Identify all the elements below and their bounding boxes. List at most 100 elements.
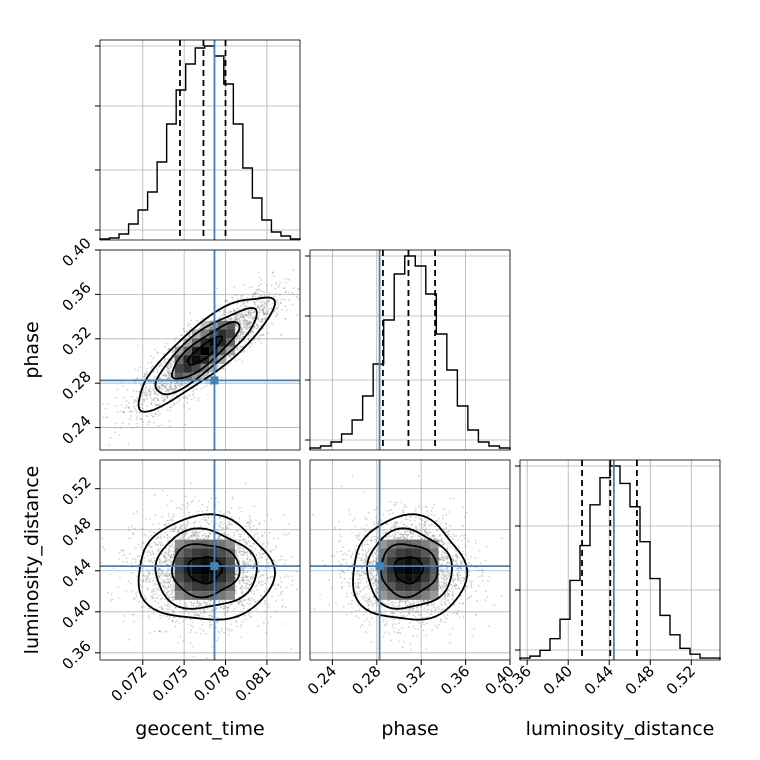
scatter-point [263,306,266,308]
scatter-point [230,516,233,518]
scatter-point [255,553,258,556]
scatter-point [219,526,222,529]
scatter-point [170,359,173,362]
scatter-point [237,547,240,550]
scatter-point [248,286,251,289]
scatter-point [223,309,226,312]
scatter-point [250,321,252,324]
scatter-point [234,323,237,326]
scatter-point [181,384,184,387]
scatter-point [295,314,298,317]
scatter-point [150,413,153,416]
scatter-point [227,510,230,513]
scatter-point [169,585,172,587]
scatter-point [262,311,265,314]
scatter-point [168,388,171,391]
scatter-point [223,607,226,610]
scatter-point [201,510,203,512]
scatter-point [248,545,251,548]
scatter-point [240,312,243,314]
scatter-point [191,610,193,612]
scatter-point [258,570,261,573]
scatter-point [102,403,105,406]
scatter-point [232,309,235,312]
scatter-point [172,372,175,375]
scatter-point [205,535,208,538]
scatter-point [235,338,238,341]
scatter-point [261,300,264,303]
scatter-point [164,532,167,534]
scatter-point [223,532,226,534]
scatter-point [157,588,160,591]
scatter-point [251,317,254,320]
scatter-point [256,289,259,292]
scatter-point [133,368,136,371]
scatter-point [167,571,169,574]
scatter-point [263,601,266,604]
scatter-point [224,534,227,536]
scatter-point [164,385,166,388]
scatter-point [167,371,170,373]
scatter-point [176,381,178,384]
scatter-point [264,317,267,320]
scatter-point [201,503,204,506]
scatter-point [256,324,258,327]
scatter-point [271,595,274,598]
scatter-point [186,520,189,522]
scatter-point [261,317,264,320]
scatter-point [141,527,144,530]
scatter-point [267,603,270,606]
scatter-point [144,578,147,581]
scatter-point [250,529,252,532]
scatter-point [349,593,351,595]
scatter-point [238,358,241,361]
scatter-point [223,513,226,516]
scatter-point [242,554,245,557]
scatter-point [136,591,139,593]
scatter-point [168,581,170,584]
scatter-point [159,630,161,632]
scatter-point [177,530,180,532]
scatter-point [133,405,136,408]
scatter-point [251,295,254,298]
scatter-point [200,387,203,390]
scatter-point [166,409,169,412]
scatter-point [275,572,278,575]
scatter-point [190,624,193,627]
scatter-point [245,327,248,330]
scatter-point [166,377,169,380]
scatter-point [149,632,152,634]
scatter-point [149,385,151,388]
scatter-point [153,392,156,395]
scatter-point [120,427,122,430]
scatter-point [147,361,150,364]
scatter-point [229,318,232,321]
scatter-point [165,588,168,590]
scatter-point [142,391,145,394]
scatter-point [280,580,283,583]
scatter-point [166,600,169,603]
scatter-point [178,399,180,402]
scatter-point [168,545,171,548]
scatter-point [231,629,234,631]
scatter-point [170,576,173,578]
scatter-point [247,311,250,314]
scatter-point [162,572,165,575]
scatter-point [195,531,198,533]
scatter-point [170,364,173,367]
scatter-point [241,590,244,592]
scatter-point [192,500,194,503]
scatter-point [203,610,206,612]
scatter-point [242,578,245,581]
scatter-point [192,390,194,393]
scatter-point [127,407,130,409]
scatter-point [153,541,156,544]
scatter-point [186,401,188,404]
scatter-point [256,325,259,328]
scatter-point [235,318,238,321]
scatter-point [153,590,156,593]
scatter-point [283,533,285,535]
scatter-point [160,598,163,601]
scatter-point [220,315,223,318]
scatter-point [252,293,255,296]
